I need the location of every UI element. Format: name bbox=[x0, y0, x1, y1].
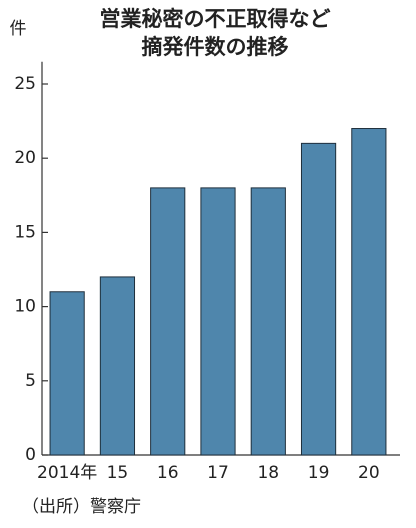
y-tick-label: 5 bbox=[25, 371, 36, 391]
chart-title: 営業秘密の不正取得など bbox=[100, 7, 331, 31]
bar bbox=[351, 128, 387, 456]
y-tick-label: 20 bbox=[14, 148, 36, 168]
bar bbox=[250, 187, 286, 456]
y-tick-label: 10 bbox=[14, 297, 36, 317]
x-tick-label: 16 bbox=[157, 463, 179, 483]
bar bbox=[300, 142, 337, 456]
y-tick-label: 15 bbox=[14, 222, 36, 242]
x-tick-label: 20 bbox=[358, 463, 380, 483]
chart-title: 摘発件数の推移 bbox=[142, 35, 289, 59]
x-tick-label: 19 bbox=[308, 463, 330, 483]
bar bbox=[49, 291, 85, 456]
source: （出所）警察庁 bbox=[22, 497, 141, 517]
x-tick-label: 18 bbox=[257, 463, 279, 483]
y-axis-label: 件 bbox=[10, 19, 27, 39]
y-tick-label: 0 bbox=[25, 445, 36, 465]
x-tick-label: 17 bbox=[207, 463, 229, 483]
x-tick-label: 2014年 bbox=[37, 463, 97, 483]
y-tick-label: 25 bbox=[14, 74, 36, 94]
bar bbox=[99, 276, 136, 456]
bar bbox=[150, 187, 186, 456]
bar bbox=[200, 187, 236, 456]
x-tick-label: 15 bbox=[107, 463, 129, 483]
